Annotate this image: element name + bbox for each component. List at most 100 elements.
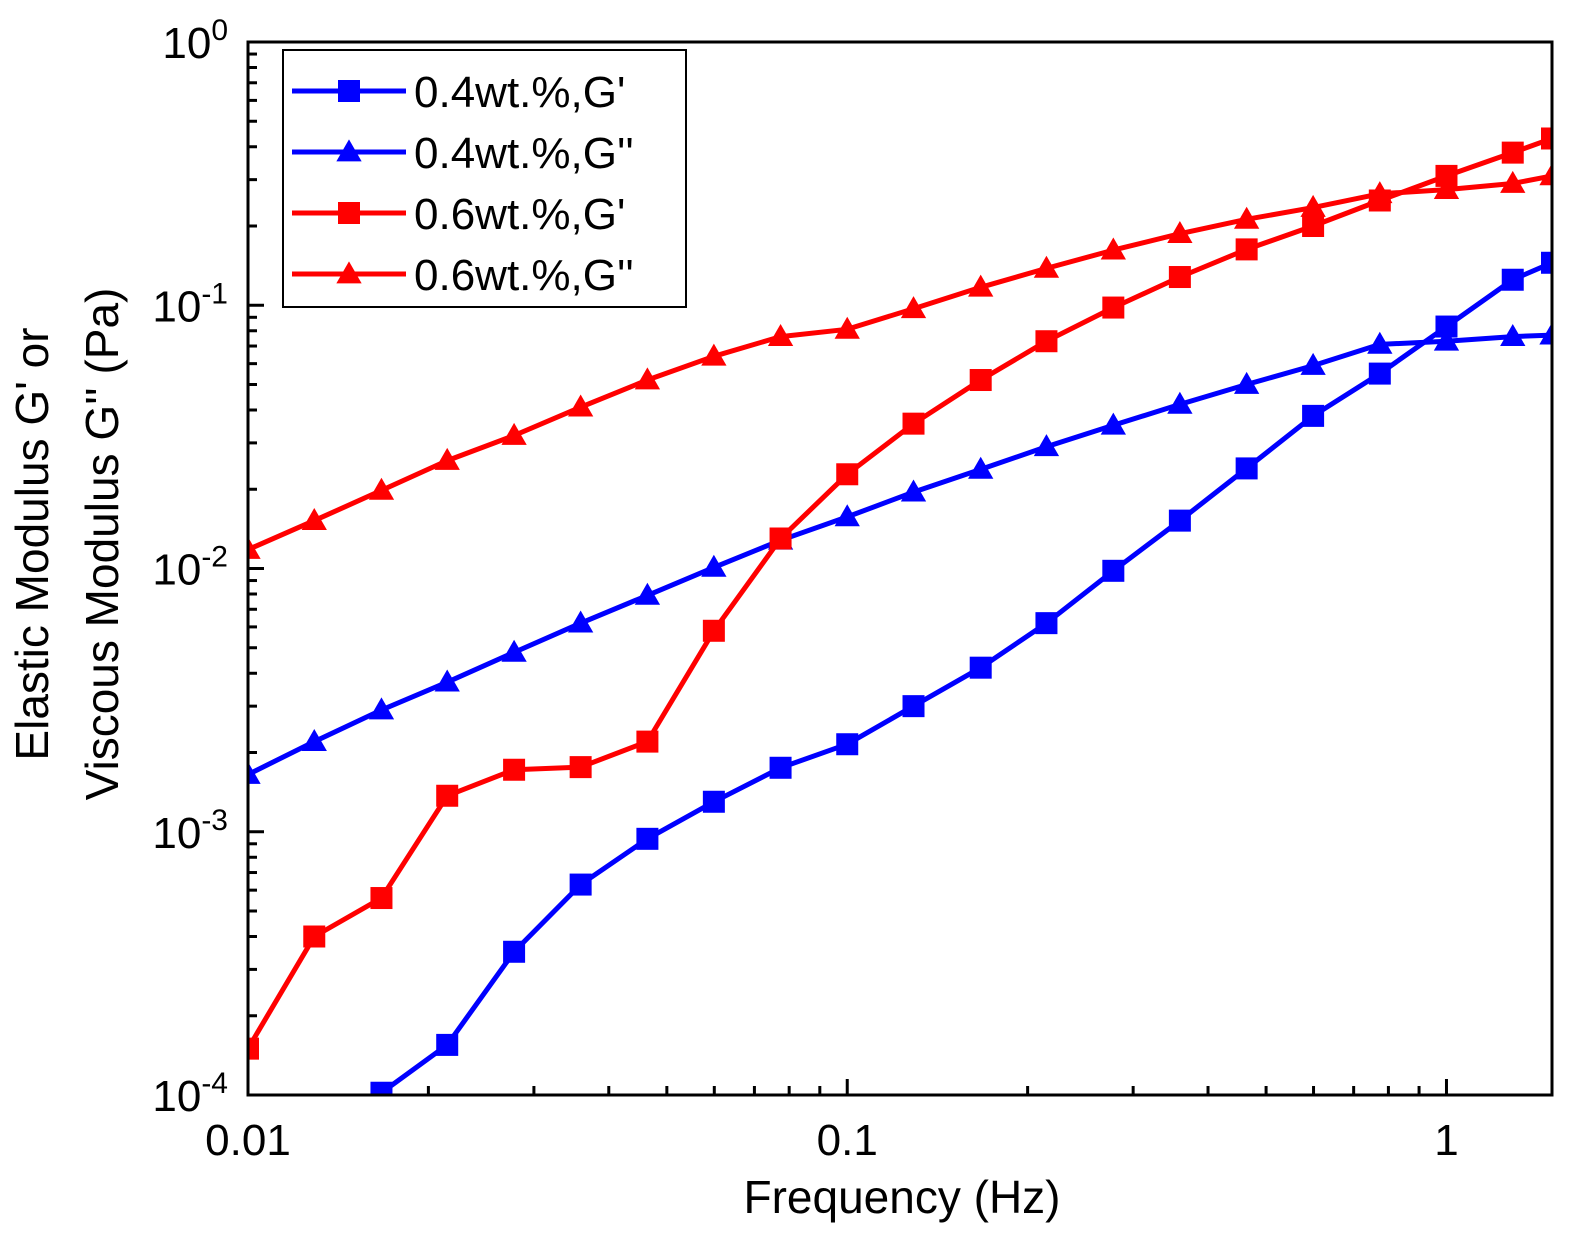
- legend-label: 0.6wt.%,G'': [414, 251, 634, 300]
- plot-area: [248, 127, 1552, 1095]
- data-point: [834, 504, 860, 527]
- data-point: [301, 728, 327, 751]
- y-tick-base: 10: [152, 1072, 201, 1121]
- data-point: [634, 367, 661, 390]
- legend-label: 0.4wt.%,G'': [414, 129, 634, 178]
- y-tick-base: 10: [152, 282, 201, 331]
- data-point: [248, 1037, 259, 1060]
- data-point: [1035, 612, 1058, 635]
- data-point: [1302, 215, 1325, 238]
- x-tick-label: 0.1: [817, 1116, 878, 1165]
- data-point: [301, 507, 327, 530]
- data-point: [368, 477, 395, 500]
- data-point: [701, 554, 727, 577]
- legend-label: 0.4wt.%,G': [414, 68, 625, 117]
- data-point: [1033, 434, 1060, 457]
- data-point: [1168, 266, 1191, 289]
- data-point: [1035, 330, 1058, 353]
- y-tick-label: 10-1: [152, 277, 228, 331]
- data-point: [769, 527, 792, 550]
- data-point: [702, 790, 725, 813]
- data-point: [248, 761, 261, 784]
- data-point: [1501, 268, 1524, 291]
- y-tick-exponent: 0: [211, 14, 228, 47]
- legend-item: 0.4wt.%,G': [292, 68, 625, 117]
- data-point: [969, 369, 992, 392]
- y-tick-base: 10: [152, 546, 201, 595]
- data-point: [1368, 362, 1391, 385]
- data-point: [1541, 251, 1552, 274]
- data-point: [1233, 206, 1260, 229]
- legend-marker: [336, 261, 362, 284]
- data-point: [1433, 328, 1460, 351]
- data-point: [248, 536, 261, 559]
- y-tick-base: 10: [152, 809, 201, 858]
- y-tick-exponent: -2: [201, 541, 228, 574]
- legend-item: 0.6wt.%,G'': [292, 251, 634, 300]
- legend-marker: [338, 80, 360, 102]
- data-point: [1167, 221, 1193, 244]
- data-point: [434, 447, 460, 470]
- data-point: [636, 827, 659, 850]
- y-tick-label: 100: [162, 14, 228, 68]
- y-tick-exponent: -4: [201, 1067, 228, 1100]
- y-axis-title: Elastic Modulus G' or Viscous Modulus G''…: [6, 288, 128, 801]
- x-tick-label: 1: [1434, 1116, 1458, 1165]
- data-point: [436, 784, 459, 807]
- data-point: [1367, 331, 1393, 354]
- data-point: [567, 394, 594, 417]
- data-point: [900, 479, 927, 502]
- data-point: [900, 296, 927, 319]
- y-tick-label: 10-3: [152, 804, 228, 858]
- y-tick-exponent: -3: [201, 804, 228, 837]
- data-point: [1233, 371, 1260, 394]
- series-0: [370, 251, 1552, 1095]
- data-point: [1433, 176, 1460, 199]
- data-point: [1235, 238, 1258, 261]
- data-point: [1435, 164, 1458, 187]
- data-point: [1500, 170, 1526, 193]
- data-point: [1435, 315, 1458, 338]
- data-point: [769, 756, 792, 779]
- y-tick-label: 10-4: [152, 1067, 228, 1121]
- data-point: [1367, 181, 1393, 204]
- data-point: [1539, 322, 1552, 345]
- data-point: [836, 463, 859, 486]
- data-point: [1302, 404, 1325, 427]
- data-point: [1100, 412, 1126, 435]
- data-point: [834, 316, 860, 339]
- data-point: [1501, 141, 1524, 164]
- series-line: [248, 332, 1552, 777]
- y-axis-title-line: Elastic Modulus G' or: [6, 327, 58, 760]
- data-point: [902, 695, 925, 718]
- data-point: [503, 758, 526, 781]
- x-axis-title: Frequency (Hz): [744, 1171, 1061, 1223]
- data-point: [567, 610, 594, 633]
- data-point: [969, 656, 992, 679]
- data-point: [1541, 127, 1552, 150]
- data-point: [1300, 194, 1326, 217]
- plot-frame: [246, 40, 1554, 1097]
- data-point: [636, 730, 659, 753]
- data-point: [368, 697, 395, 720]
- legend-marker: [338, 202, 360, 224]
- data-point: [1102, 296, 1125, 319]
- x-tick-label: 0.01: [205, 1116, 291, 1165]
- data-point: [370, 1081, 393, 1095]
- data-point: [1539, 163, 1552, 186]
- data-point: [1167, 391, 1193, 414]
- data-point: [1500, 323, 1526, 346]
- series-group: [248, 127, 1552, 1095]
- legend-marker: [336, 139, 362, 162]
- data-point: [1033, 255, 1060, 278]
- data-point: [370, 887, 393, 910]
- data-point: [1235, 457, 1258, 480]
- data-point: [634, 582, 661, 605]
- data-point: [501, 422, 527, 445]
- series-1: [248, 322, 1552, 784]
- data-point: [1168, 509, 1191, 532]
- data-point: [569, 756, 592, 779]
- y-axis-title-line: Viscous Modulus G'' (Pa): [76, 288, 128, 801]
- series-3: [248, 163, 1552, 559]
